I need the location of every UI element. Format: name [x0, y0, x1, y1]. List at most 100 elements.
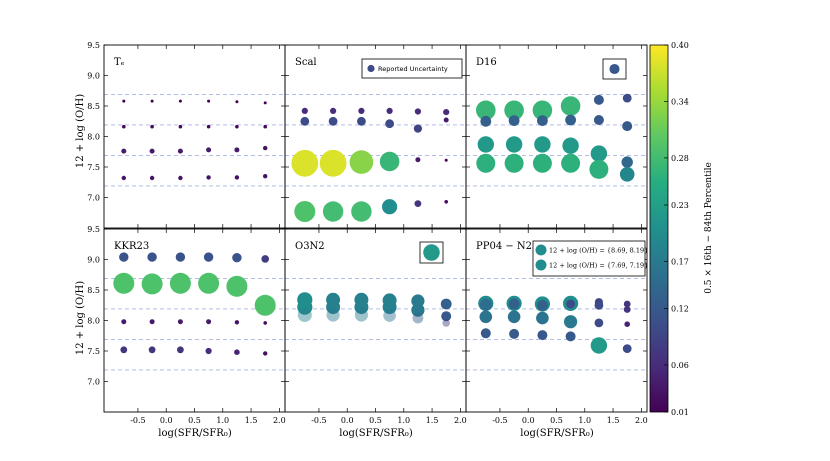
data-point	[263, 145, 268, 151]
data-point	[254, 294, 276, 316]
data-point	[177, 319, 183, 325]
data-point	[322, 201, 344, 222]
x-tick-label: 1.0	[216, 416, 229, 425]
data-point	[624, 321, 630, 328]
axis-ticks	[104, 44, 647, 412]
data-point	[413, 124, 422, 133]
data-point	[593, 94, 604, 105]
data-point	[441, 311, 452, 322]
y-tick-label: 9.5	[87, 41, 100, 50]
data-point	[263, 351, 268, 356]
panel-label: D16	[476, 57, 497, 68]
colorbar-tick-label: 0.17	[671, 257, 689, 266]
data-point	[476, 153, 496, 173]
data-point	[328, 116, 338, 126]
x-tick-label: 2.0	[273, 416, 286, 425]
data-point	[536, 311, 549, 325]
colorbar-tick-label: 0.06	[671, 361, 689, 370]
data-point	[562, 137, 579, 154]
y-tick-label: 9.5	[87, 225, 100, 234]
y-tick-label: 8.5	[87, 286, 100, 295]
data-point	[590, 145, 608, 162]
x-tick-label: -0.5	[130, 416, 145, 425]
data-point	[477, 136, 494, 153]
x-tick-label: 1.5	[245, 416, 258, 425]
colorbar-tick-label: 0.12	[671, 304, 689, 313]
data-point	[141, 273, 163, 295]
data-point	[508, 115, 520, 126]
x-tick-label: 0.5	[550, 416, 563, 425]
data-point	[263, 124, 268, 129]
data-point	[443, 117, 449, 123]
data-point	[414, 200, 422, 208]
data-point	[414, 108, 421, 115]
data-point	[206, 319, 212, 325]
data-point	[149, 319, 155, 325]
legend-label: Reported Uncertainty	[378, 65, 448, 73]
y-tick-label: 8.0	[87, 133, 100, 142]
data-point	[178, 175, 183, 181]
y-tick-label: 8.5	[87, 102, 100, 111]
data-point	[178, 99, 182, 103]
x-tick-label: 2.0	[635, 416, 648, 425]
data-point	[622, 121, 633, 132]
x-tick-label: -0.5	[492, 416, 507, 425]
data-point	[532, 100, 553, 121]
colorbar-ticks: 0.01 0.06 0.12 0.17 0.23 0.28 0.34 0.40	[664, 41, 689, 417]
data-point	[379, 151, 400, 172]
data-point	[589, 159, 609, 179]
data-point	[300, 116, 310, 126]
legend-label: 12 + log (O/H) = {8.69, 8.19}	[549, 247, 648, 255]
panel-frame	[103, 228, 286, 413]
x-tick-label: 1.5	[426, 416, 439, 425]
colorbar-title: 0.5 × 16th − 84th Percentile	[704, 162, 714, 294]
y-axis-title-top: 12 + log (O/H)	[75, 94, 86, 168]
data-point	[351, 201, 372, 222]
data-point	[263, 101, 267, 105]
panel-label: O3N2	[295, 241, 325, 252]
data-point	[476, 100, 496, 121]
data-point	[148, 346, 156, 354]
x-tick-label: -0.5	[311, 416, 326, 425]
data-point	[354, 308, 368, 322]
data-point	[534, 136, 551, 153]
data-point	[330, 107, 337, 114]
data-point	[566, 299, 575, 309]
marker-layer	[113, 93, 635, 356]
data-point	[326, 308, 340, 322]
data-point	[411, 294, 425, 308]
data-point	[443, 109, 450, 116]
panel-label: Tₑ	[114, 57, 125, 68]
data-point	[382, 199, 398, 215]
x-tick-label: 0.0	[160, 416, 173, 425]
data-point	[121, 319, 127, 325]
data-point	[198, 272, 220, 294]
data-point	[622, 344, 632, 353]
y-tick-label: 7.5	[87, 163, 100, 172]
data-point	[560, 96, 581, 116]
data-point	[235, 100, 239, 104]
data-point	[150, 99, 154, 103]
data-point	[590, 337, 608, 354]
data-point	[561, 153, 581, 173]
data-point	[122, 99, 126, 103]
data-point	[537, 299, 548, 311]
data-point	[175, 252, 186, 262]
data-point	[119, 252, 129, 262]
data-point	[177, 148, 183, 154]
data-point	[234, 349, 240, 356]
data-point	[297, 308, 312, 322]
data-point	[537, 330, 548, 341]
data-point	[415, 157, 421, 163]
data-point	[383, 309, 396, 322]
y-tick-label: 7.0	[87, 378, 100, 387]
y-tick-label: 7.0	[87, 194, 100, 203]
data-point	[263, 321, 268, 325]
data-point	[480, 328, 491, 339]
data-point	[326, 300, 341, 315]
colorbar-tick-label: 0.28	[671, 154, 689, 163]
data-point	[113, 272, 135, 294]
legend-label: 12 + log (O/H) = {7.69, 7.19}	[549, 262, 648, 270]
reference-marker	[609, 63, 620, 75]
